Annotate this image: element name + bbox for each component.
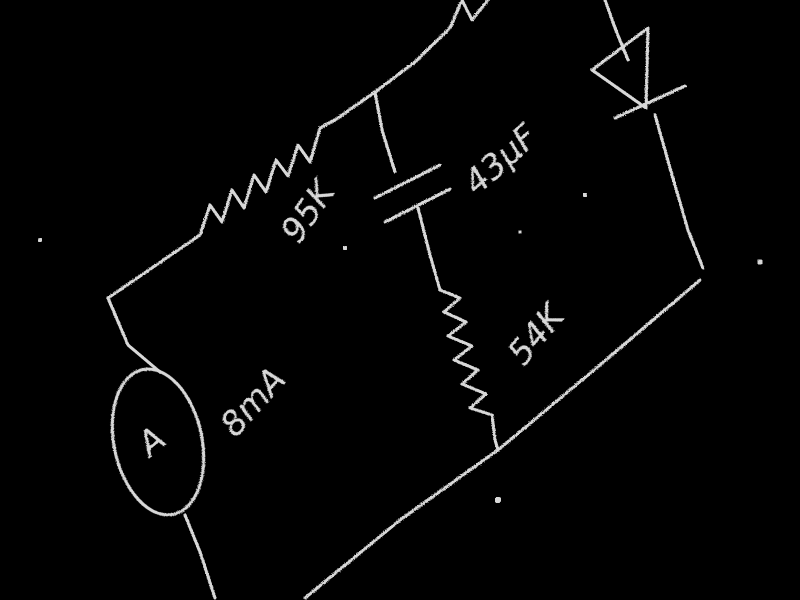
wire-right-top bbox=[603, 0, 630, 62]
resistor-54k: 54K bbox=[438, 288, 575, 417]
diode-bar bbox=[613, 84, 687, 120]
ammeter: A 8mA bbox=[110, 360, 295, 517]
ammeter-circle bbox=[110, 367, 206, 517]
ammeter-symbol: A bbox=[129, 419, 174, 466]
chalk-speck bbox=[757, 259, 763, 265]
capacitor-plate-bottom bbox=[383, 187, 452, 224]
wire-cap-bottom bbox=[416, 206, 442, 292]
wire-bottom-return bbox=[303, 278, 702, 600]
wire-ammeter-bottom bbox=[183, 513, 217, 600]
capacitor-plate-top bbox=[373, 163, 442, 200]
chalk-speck bbox=[494, 496, 502, 504]
capacitor-43uf-label: 43µF bbox=[456, 117, 546, 204]
chalk-speck bbox=[37, 237, 43, 243]
chalk-speck bbox=[342, 245, 348, 251]
wire-cap-top bbox=[373, 90, 397, 174]
ammeter-current-label: 8mA bbox=[213, 360, 295, 445]
wire-54k-bottom bbox=[490, 413, 500, 452]
resistor-95k-zigzag bbox=[198, 118, 337, 237]
wire-ammeter-top bbox=[106, 233, 202, 374]
wire-right-bottom bbox=[653, 113, 705, 270]
wire-top-tail bbox=[460, 0, 490, 22]
chalk-speck bbox=[517, 229, 523, 235]
resistor-95k-label: 95K bbox=[273, 171, 345, 250]
wire-top bbox=[333, 0, 464, 122]
resistor-54k-label: 54K bbox=[500, 295, 575, 373]
chalk-dust bbox=[37, 192, 763, 504]
diode bbox=[590, 26, 687, 120]
resistor-95k: 95K bbox=[198, 118, 345, 250]
chalk-speck bbox=[582, 192, 588, 198]
diode-triangle bbox=[590, 26, 650, 110]
capacitor-43uf: 43µF bbox=[373, 117, 546, 224]
resistor-54k-zigzag bbox=[438, 288, 494, 417]
